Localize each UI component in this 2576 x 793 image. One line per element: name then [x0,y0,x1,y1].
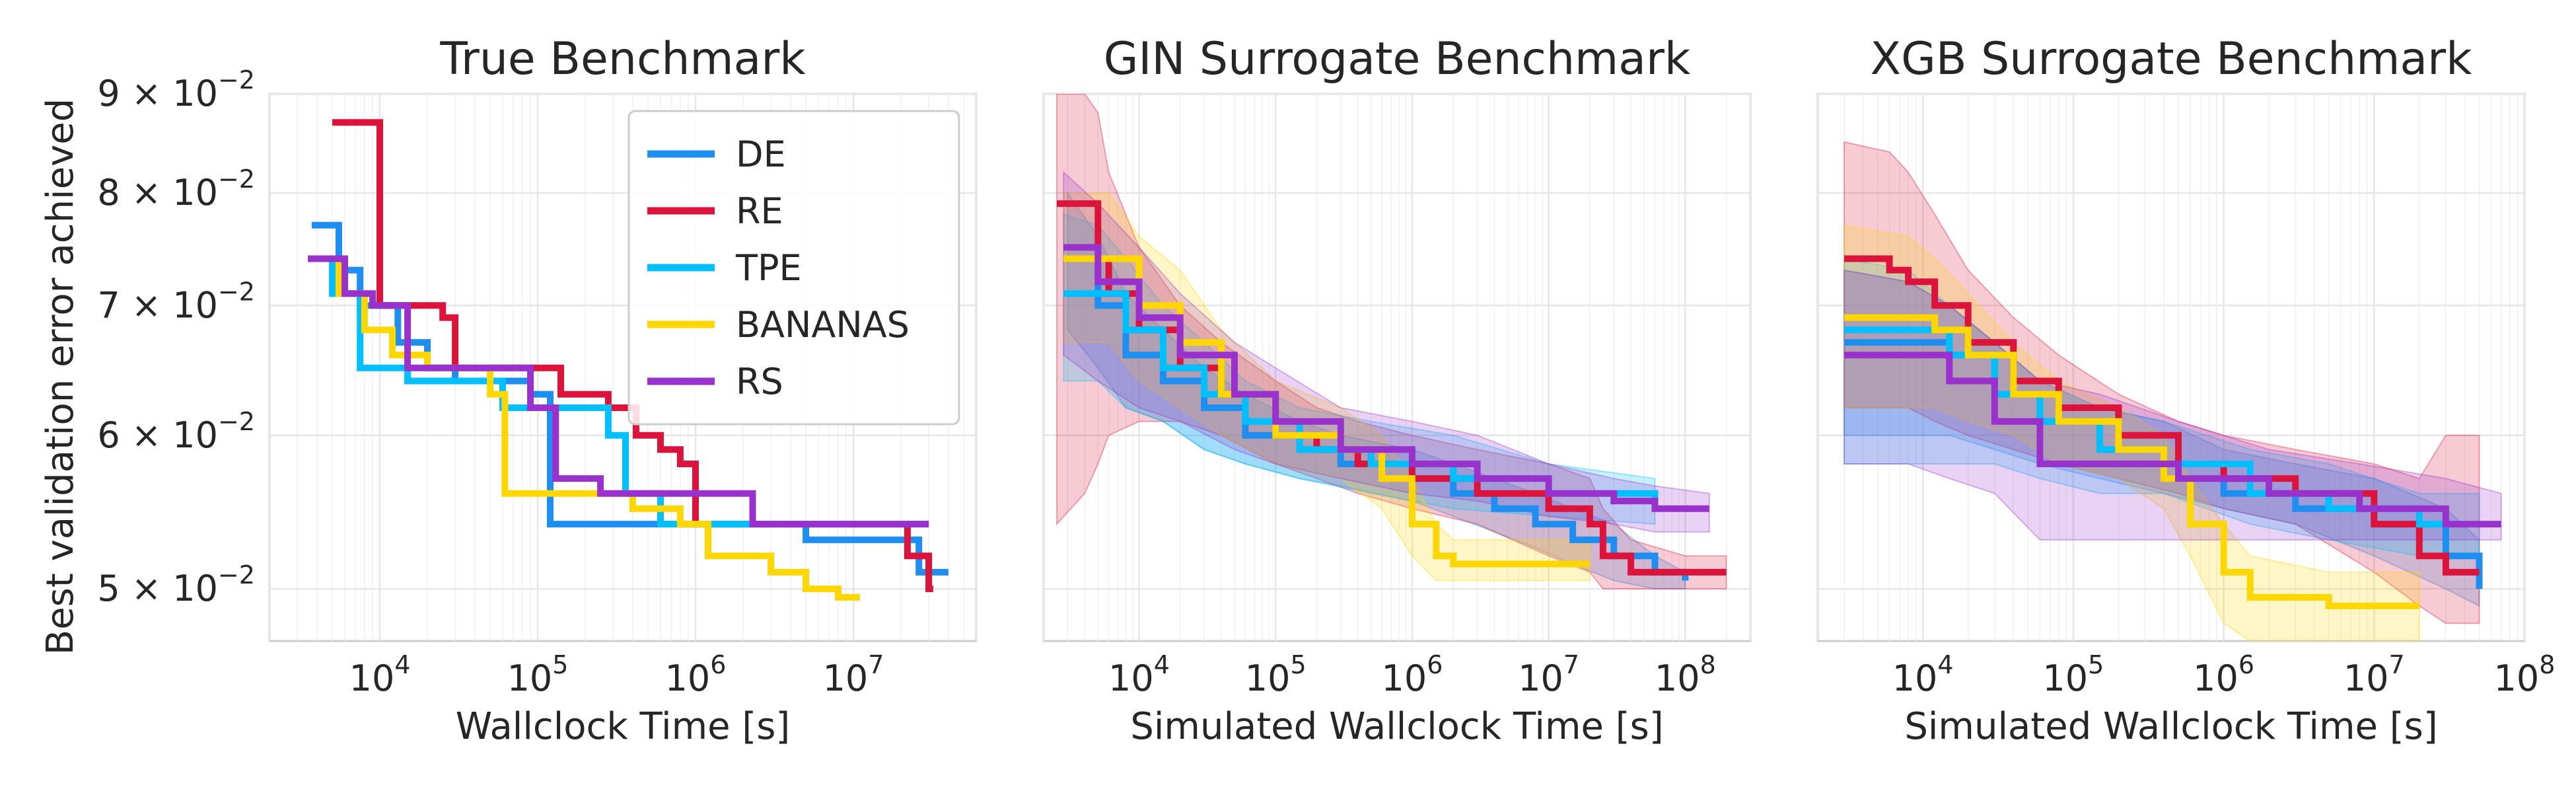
y-tick-label: 8 × 10−2 [97,165,255,213]
legend: DE RE TPE BANANAS RS [627,110,960,426]
chart-panel-1: True Benchmark Wallclock Time [s] 104 105 10… [97,33,978,748]
x-tick-label: 108 [2494,650,2556,699]
legend-label-rs: RS [736,361,783,402]
chart-title: True Benchmark [439,33,806,85]
legend-label-bananas: BANANAS [736,304,910,346]
x-axis-label: Wallclock Time [s] [456,705,791,748]
grid [1043,93,1751,641]
series-line-rs [1844,352,2501,528]
y-tick-label: 6 × 10−2 [97,407,255,456]
x-tick-label: 106 [1381,650,1443,699]
band-bananas [1063,192,1591,582]
chart-panel-2: GIN Surrogate Benchmark Simulated Wallclo… [1042,33,1752,748]
plot-layer [1056,94,1727,590]
legend-label-re: RE [736,190,783,232]
y-tick-label: 9 × 10−2 [97,65,255,114]
plot-layer [1843,141,2502,641]
y-tick-label: 5 × 10−2 [97,560,255,609]
x-tick-label: 104 [1108,650,1170,699]
series-line-rs [308,255,929,528]
legend-frame [627,110,960,426]
band-rs [1843,269,2502,541]
y-axis-label: Best validation error achieved [39,98,82,655]
x-tick-label: 107 [823,650,884,699]
x-axis-label: Simulated Wallclock Time [s] [1130,705,1663,748]
band-rs [1063,170,1710,533]
legend-label-tpe: TPE [735,247,802,289]
chart-title: XGB Surrogate Benchmark [1871,33,2473,85]
band-tpe [1063,213,1656,525]
x-tick-label: 106 [2193,650,2254,699]
y-tick-label: 7 × 10−2 [97,277,255,326]
series-line-bananas [1844,314,2419,609]
band-de [1067,190,1686,590]
x-axis-label: Simulated Wallclock Time [s] [1904,705,2437,748]
x-tick-label: 104 [349,650,411,699]
band-re [1843,141,2480,624]
x-tick-label: 105 [507,650,569,699]
x-tick-label: 105 [1245,650,1306,699]
x-tick-label: 106 [665,650,727,699]
plot-area [1816,93,2526,642]
chart-title: GIN Surrogate Benchmark [1104,33,1691,85]
x-tick-label: 105 [2042,650,2104,699]
x-tick-label: 104 [1892,650,1954,699]
x-tick-label: 107 [2343,650,2405,699]
series-line-bananas [308,255,860,601]
chart-panel-3: XGB Surrogate Benchmark Simulated Wallclo… [1816,33,2556,748]
x-tick-label: 108 [1655,650,1716,699]
series-line-rs [1063,244,1709,512]
x-tick-label: 107 [1518,650,1579,699]
legend-label-de: DE [736,133,786,175]
panels: True Benchmark Wallclock Time [s] 104 105 10… [97,33,2555,748]
